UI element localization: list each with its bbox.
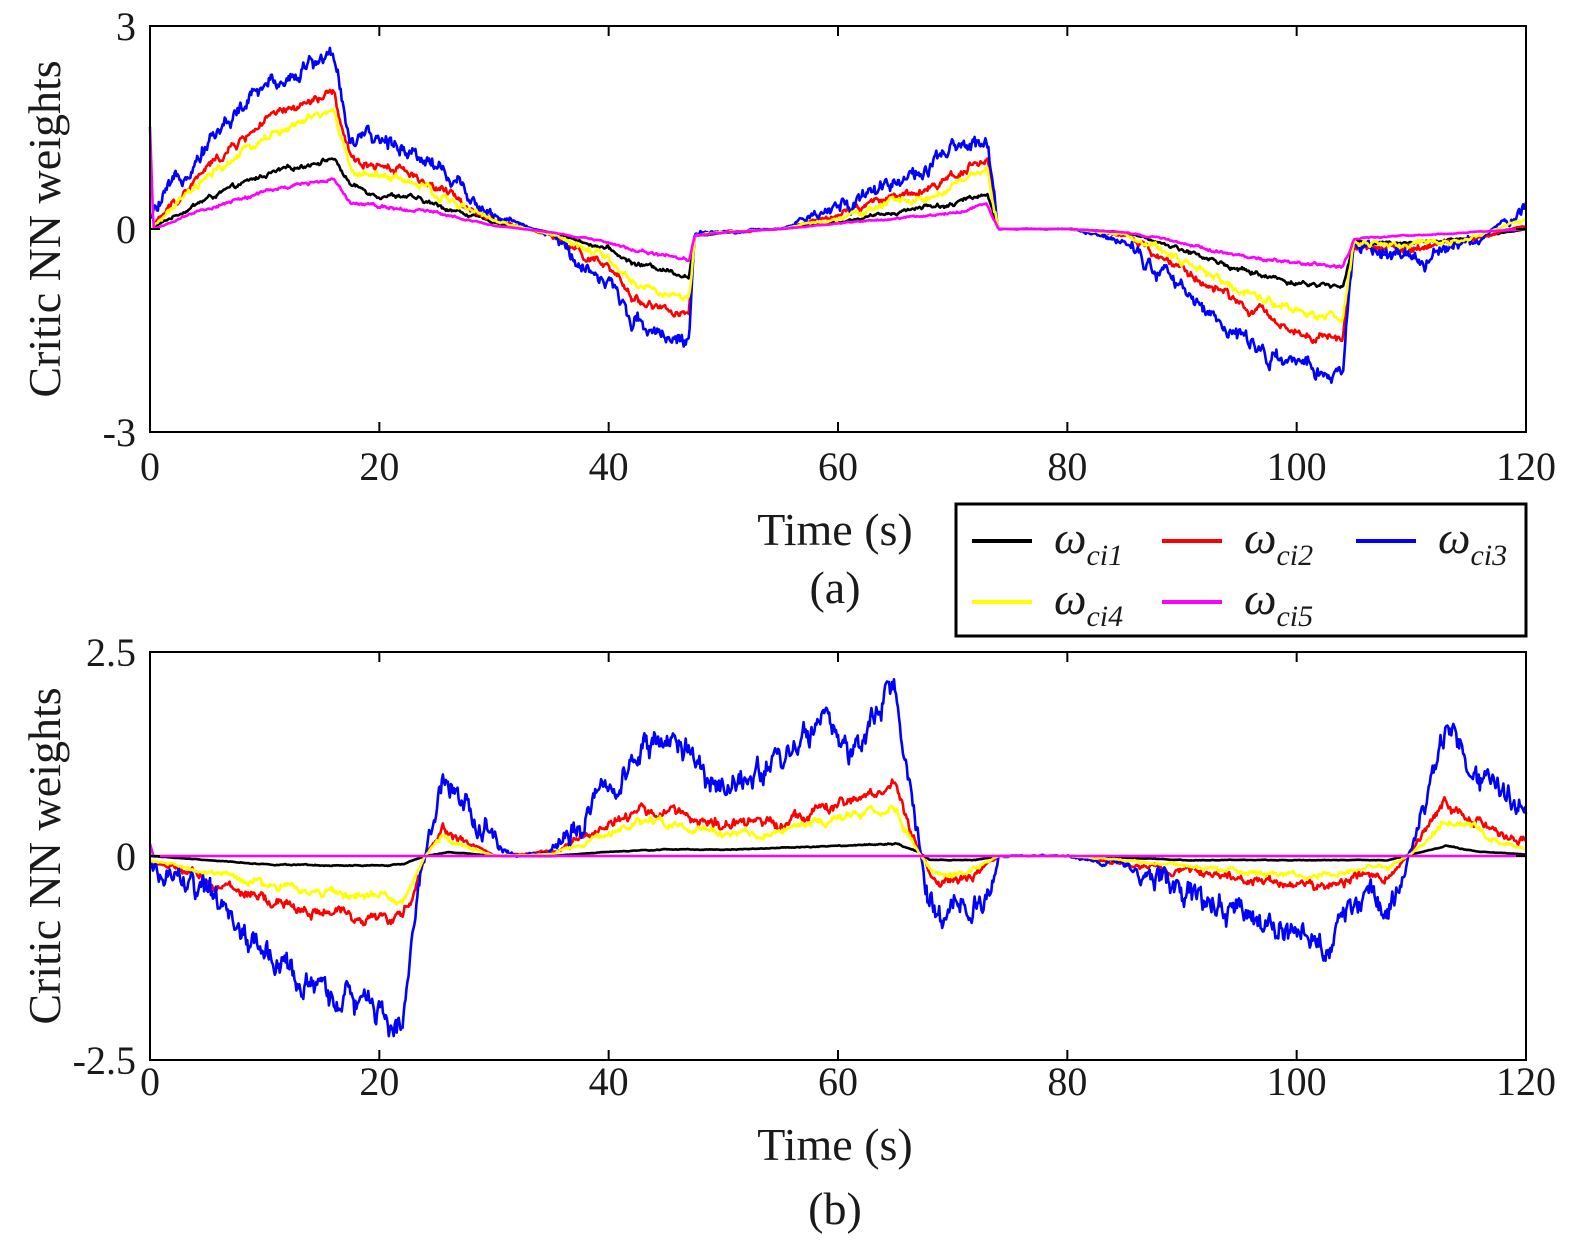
series-line-undefined — [148, 843, 1527, 858]
x-tick-label: 20 — [359, 444, 399, 489]
x-tick-label: 120 — [1496, 1059, 1556, 1104]
legend-label: ωci5 — [1244, 573, 1313, 633]
plot-a-area — [148, 46, 1528, 384]
series-line-ci5 — [148, 126, 1527, 269]
legend-item-ci3: ωci3 — [1356, 512, 1507, 572]
legend-label: ωci1 — [1054, 512, 1123, 572]
panel-b: 0 20 40 60 80 100 120-2.502.5 Time (s) Critic … — [19, 630, 1556, 1234]
plot-a-ticks: 0 20 40 60 80 100 120-303 — [103, 4, 1556, 489]
plot-a-caption: (a) — [809, 562, 860, 613]
legend-item-ci5: ωci5 — [1162, 573, 1313, 633]
plot-b-xlabel: Time (s) — [757, 1119, 913, 1170]
legend-label: ωci2 — [1244, 512, 1313, 572]
y-tick-label: -2.5 — [73, 1038, 136, 1083]
panel-a: 0 20 40 60 80 100 120-303 Time (s) Critic NN w… — [19, 4, 1556, 613]
series-line-ci4 — [149, 107, 1527, 323]
legend-box — [954, 502, 1528, 638]
x-tick-label: 0 — [140, 444, 160, 489]
series-line-undefined — [149, 804, 1527, 906]
legend-label: ωci4 — [1054, 573, 1123, 633]
plot-b-ylabel: Critic NN weights — [19, 687, 70, 1024]
series-line-undefined — [148, 678, 1528, 1038]
y-tick-label: 0 — [116, 207, 136, 252]
plot-b-caption: (b) — [808, 1183, 862, 1234]
x-tick-label: 100 — [1267, 1059, 1327, 1104]
x-tick-label: 100 — [1267, 444, 1327, 489]
plot-a-ylabel: Critic NN weights — [19, 60, 70, 397]
legend-items: ωci1 ωci2 ωci3 ωci4 ωci5 — [972, 512, 1507, 633]
x-tick-label: 60 — [818, 1059, 858, 1104]
plot-b-area — [148, 678, 1528, 1038]
x-tick-label: 40 — [589, 1059, 629, 1104]
x-tick-label: 60 — [818, 444, 858, 489]
y-tick-label: -3 — [103, 410, 136, 455]
legend-item-ci4: ωci4 — [972, 573, 1123, 633]
x-tick-label: 80 — [1047, 1059, 1087, 1104]
series-line-ci2 — [149, 88, 1527, 345]
plot-a-xlabel: Time (s) — [757, 504, 913, 555]
series-line-undefined — [149, 778, 1528, 927]
x-tick-label: 80 — [1047, 444, 1087, 489]
series-line-ci3 — [149, 46, 1528, 384]
y-tick-label: 0 — [116, 834, 136, 879]
x-tick-label: 40 — [589, 444, 629, 489]
x-tick-label: 120 — [1496, 444, 1556, 489]
legend-label: ωci3 — [1438, 512, 1507, 572]
x-tick-label: 20 — [359, 1059, 399, 1104]
legend-item-ci1: ωci1 — [972, 512, 1123, 572]
series-line-undefined — [149, 842, 1527, 868]
y-tick-label: 3 — [116, 4, 136, 49]
y-tick-label: 2.5 — [86, 630, 136, 675]
legend: ωci1 ωci2 ωci3 ωci4 ωci5 — [954, 502, 1528, 638]
x-tick-label: 0 — [140, 1059, 160, 1104]
legend-item-ci2: ωci2 — [1162, 512, 1313, 572]
plot-b-ticks: 0 20 40 60 80 100 120-2.502.5 — [73, 630, 1556, 1104]
